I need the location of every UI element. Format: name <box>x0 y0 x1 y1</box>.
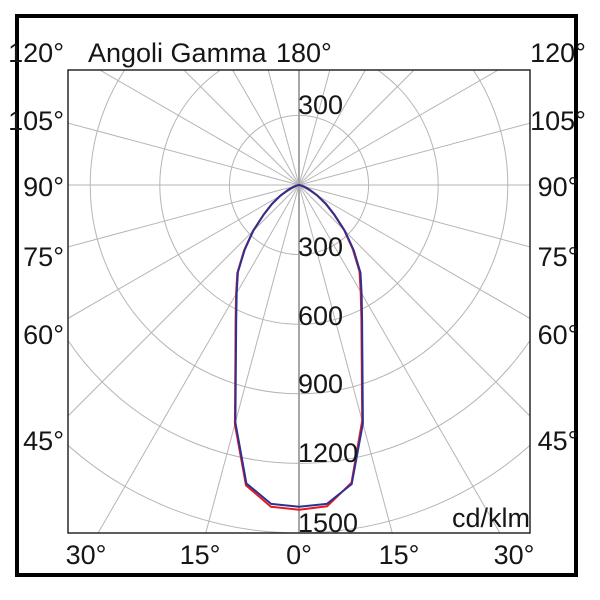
gamma-label-top-180: 180° <box>276 38 332 68</box>
gamma-label-right-105: 105° <box>530 106 586 136</box>
gamma-label-left-60: 60° <box>23 320 64 350</box>
gamma-label-left-45: 45° <box>23 426 64 456</box>
gamma-label-right-120: 120° <box>530 38 586 68</box>
intensity-label-300-upper: 300 <box>298 90 344 120</box>
intensity-label-900: 900 <box>298 369 344 399</box>
gamma-label-left-105: 105° <box>8 106 64 136</box>
chart-title: Angoli Gamma <box>88 38 267 68</box>
intensity-label-1500: 1500 <box>298 508 359 538</box>
curve-blue <box>234 184 364 508</box>
gamma-label-bottom-15-right: 15° <box>378 540 420 570</box>
unit-label: cd/klm <box>451 503 530 533</box>
gamma-label-bottom-30-left: 30° <box>65 540 107 570</box>
gamma-label-left-90: 90° <box>23 172 64 202</box>
gamma-label-right-60: 60° <box>537 320 579 350</box>
gamma-label-right-45: 45° <box>537 426 579 456</box>
gamma-label-bottom-15-left: 15° <box>179 540 221 570</box>
gamma-label-bottom-30-right: 30° <box>493 540 535 570</box>
intensity-label-300: 300 <box>298 232 344 262</box>
gamma-label-right-90: 90° <box>537 172 579 202</box>
intensity-label-600: 600 <box>298 301 344 331</box>
plot-border <box>67 69 531 534</box>
gamma-label-left-75: 75° <box>23 242 64 272</box>
gamma-label-right-75: 75° <box>537 242 579 272</box>
gamma-label-bottom-0: 0° <box>286 540 312 570</box>
gamma-label-left-120: 120° <box>8 38 64 68</box>
intensity-label-1200: 1200 <box>298 438 359 468</box>
